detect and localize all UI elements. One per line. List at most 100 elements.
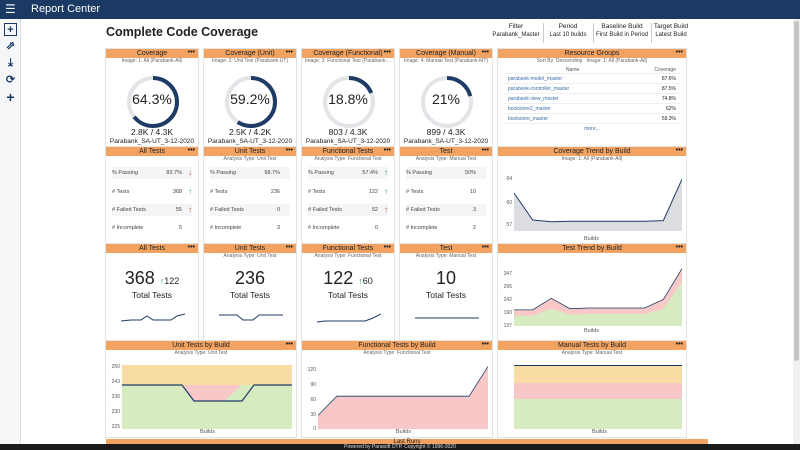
- coverage-ring: [127, 76, 179, 128]
- coverage-build: Parabank_SA-UT_3-12-2020: [109, 138, 195, 145]
- dashboard: Complete Code Coverage Filter Parabank_Ma…: [21, 19, 793, 445]
- widget-menu-icon[interactable]: •••: [383, 147, 391, 154]
- unit-tests-by-build-widget: Unit Tests by Build ••• Analysis Type: Un…: [105, 340, 297, 438]
- coverage-area: [514, 179, 682, 231]
- unit-tests-chart: [122, 365, 292, 429]
- stat-row: % Passing 83.7% ↓: [112, 167, 192, 179]
- table-row[interactable]: bookstore_master 59.3%: [504, 114, 680, 124]
- more-link[interactable]: more...: [584, 126, 600, 132]
- unit-tests-total-widget: Unit Tests ••• Analysis Type: Unit Test 2…: [203, 243, 297, 345]
- stat-row: # Tests 236: [210, 189, 280, 195]
- widget-header: Coverage (Unit) •••: [204, 49, 296, 58]
- add-widget-icon[interactable]: +: [4, 23, 17, 36]
- trend-line: [122, 384, 292, 402]
- unit-tests-stats-widget: Unit Tests ••• Analysis Type: Unit Test %…: [203, 146, 297, 254]
- stat-row: # Tests 122 ↑: [308, 187, 388, 196]
- total-number: 368 ↑122: [124, 268, 180, 288]
- widget-menu-icon[interactable]: •••: [187, 244, 195, 251]
- sparkline: [121, 313, 185, 322]
- divider: [593, 23, 594, 43]
- top-bar: ☰ Report Center: [0, 0, 800, 19]
- widget-menu-icon[interactable]: •••: [675, 244, 683, 251]
- add-icon[interactable]: +: [6, 89, 15, 105]
- stat-row: # Failed Tests 0: [210, 204, 290, 216]
- widget-menu-icon[interactable]: •••: [285, 244, 293, 251]
- page-title: Complete Code Coverage: [106, 25, 259, 39]
- widget-menu-icon[interactable]: •••: [481, 244, 489, 251]
- widget-header: All Tests •••: [106, 147, 198, 156]
- widget-header: Coverage Trend by Build •••: [498, 147, 686, 156]
- hamburger-menu-icon[interactable]: ☰: [5, 2, 16, 16]
- filter-period[interactable]: Period Last 10 builds: [549, 23, 587, 38]
- table-row[interactable]: parabank-model_master 87.6%: [504, 74, 680, 84]
- table-row[interactable]: parabank-controller_master 87.5%: [504, 84, 680, 94]
- widget-subtitle: Image: 3: Functional Test (Parabank-...: [304, 58, 392, 64]
- functional-tests-stats-widget: Functional Tests ••• Analysis Type: Funct…: [301, 146, 395, 254]
- coverage-ring: [323, 76, 375, 128]
- widget-menu-icon[interactable]: •••: [187, 49, 195, 56]
- manual-tests-chart: [514, 365, 682, 429]
- widget-menu-icon[interactable]: •••: [481, 147, 489, 154]
- last-runs-header: Last Runs: [106, 439, 708, 445]
- scrollbar-thumb[interactable]: [794, 21, 799, 361]
- widget-menu-icon[interactable]: •••: [383, 49, 391, 56]
- passing-area: [514, 281, 682, 326]
- widget-menu-icon[interactable]: •••: [285, 49, 293, 56]
- trend-line: [318, 366, 488, 416]
- filter-target-build[interactable]: Target Build Latest Build: [653, 23, 689, 38]
- widget-header: Coverage (Manual) •••: [400, 49, 492, 58]
- stat-row: # Tests 10: [406, 189, 476, 195]
- coverage-build: Parabank_SA-UT_3-12-2020: [305, 138, 391, 145]
- widget-menu-icon[interactable]: •••: [383, 244, 391, 251]
- table-header: Name Coverage: [504, 66, 680, 74]
- table-row[interactable]: parabank-view_master 74.8%: [504, 94, 680, 104]
- sparkline: [415, 317, 479, 319]
- filter-baseline-build[interactable]: Baseline Build First Build in Period: [595, 23, 649, 38]
- up-arrow-icon: ↑: [384, 168, 388, 177]
- widget-header: Coverage •••: [106, 49, 198, 58]
- stat-row: % Passing 50%: [406, 167, 486, 179]
- widget-menu-icon[interactable]: •••: [675, 147, 683, 154]
- widget-subtitle: Image: 4: Manual Test (Parabank-MT): [403, 58, 489, 64]
- stat-row: # Incomplete 5: [112, 225, 182, 231]
- widget-subtitle: Image: 1: All (Parabank-All): [121, 58, 183, 64]
- coverage-build: Parabank_SA-UT_3-12-2020: [207, 138, 293, 145]
- scrollbar[interactable]: [793, 19, 800, 450]
- coverage-count: 2.8K / 4.3K: [130, 127, 174, 137]
- failed-area: [182, 385, 242, 401]
- manual-tests-by-build-widget: Manual Tests by Build ••• Analysis Type: …: [497, 340, 687, 438]
- stat-row: # Incomplete 3: [210, 225, 280, 231]
- download-icon[interactable]: ⤓: [8, 57, 13, 69]
- widget-menu-icon[interactable]: •••: [481, 341, 489, 348]
- manual-tests-total-widget: Test ••• Analysis Type: Manual Test 10 To…: [399, 243, 493, 345]
- up-arrow-icon: ↑: [384, 187, 388, 196]
- down-arrow-icon: ↓: [188, 168, 192, 177]
- sparkline: [317, 313, 381, 323]
- widget-menu-icon[interactable]: •••: [481, 49, 489, 56]
- resource-table: Name Coverage parabank-model_master 87.6% …: [504, 66, 680, 132]
- stat-row: % Passing 57.4% ↑: [308, 167, 388, 179]
- widget-menu-icon[interactable]: •••: [285, 341, 293, 348]
- functional-tests-by-build-widget: Functional Tests by Build ••• Analysis Ty…: [301, 340, 493, 438]
- widget-menu-icon[interactable]: •••: [285, 147, 293, 154]
- test-trend-widget: Test Trend by Build ••• 347 295 242 190 1…: [497, 243, 687, 345]
- filter-filter[interactable]: Filter Parabank_Master: [492, 23, 540, 38]
- total-number: 236: [234, 268, 266, 288]
- widget-menu-icon[interactable]: •••: [187, 147, 195, 154]
- total-number: 10: [435, 268, 457, 288]
- total-number: 122 ↑60: [323, 268, 373, 288]
- widget-subtitle: Image: 2: Unit Test (Parabank-UT): [211, 58, 289, 64]
- table-row[interactable]: bookstore2_master 62%: [504, 104, 680, 114]
- widget-menu-icon[interactable]: •••: [675, 49, 683, 56]
- up-arrow-icon: ↑: [384, 205, 388, 214]
- widget-header: Test •••: [400, 147, 492, 156]
- widget-menu-icon[interactable]: •••: [675, 341, 683, 348]
- share-icon[interactable]: ⇗: [5, 40, 16, 52]
- refresh-icon[interactable]: ⟳: [5, 74, 16, 86]
- all-tests-total-widget: All Tests ••• 368 ↑122 Total Tests: [105, 243, 199, 345]
- coverage-count: 899 / 4.3K: [426, 127, 466, 137]
- footer: Powered by Parasoft DTP. Copyright © 199…: [0, 444, 800, 450]
- coverage-percent: 21%: [431, 91, 461, 107]
- stat-row: # Incomplete 0: [308, 225, 378, 231]
- resource-groups-widget: Resource Groups ••• Sort By: Descending I…: [497, 48, 687, 159]
